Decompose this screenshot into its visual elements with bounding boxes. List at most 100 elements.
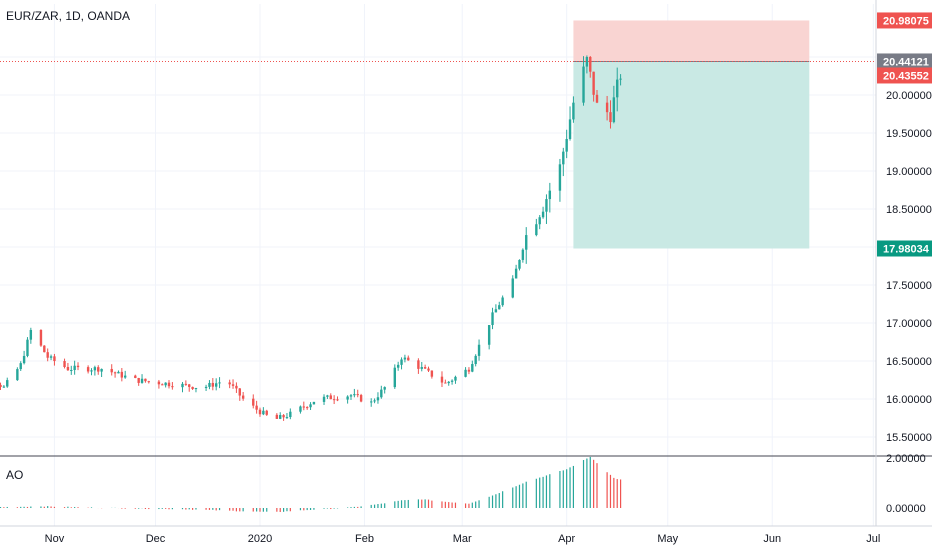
ao-tick-label: 0.00000	[886, 503, 926, 515]
candle-body	[0, 384, 2, 387]
candle-body	[164, 382, 167, 386]
candle-body	[231, 384, 235, 386]
candle-body	[582, 66, 585, 103]
candle-body	[541, 211, 545, 218]
candle-body	[440, 376, 444, 383]
candle-body	[616, 79, 619, 98]
candle-body	[535, 224, 538, 236]
candle-body	[275, 414, 279, 419]
candle-body	[380, 389, 383, 398]
candle-body	[525, 235, 528, 250]
ao-tick-label: 2.00000	[886, 453, 926, 465]
candle-body	[346, 396, 349, 400]
candle-body	[241, 395, 245, 399]
candle-body	[76, 365, 80, 368]
candles	[0, 55, 622, 421]
candle-body	[309, 404, 312, 408]
candle-body	[218, 382, 221, 384]
price-label-target: 17.98034	[883, 243, 930, 255]
candle-body	[612, 97, 616, 123]
candle-body	[417, 360, 420, 369]
price-label-last: 20.44121	[883, 56, 929, 68]
price-axis-area	[876, 0, 932, 550]
candle-body	[447, 381, 450, 384]
candle-body	[305, 407, 309, 409]
candle-body	[396, 364, 400, 368]
candle-body	[619, 78, 622, 80]
candle-body	[214, 383, 218, 387]
candle-body	[498, 305, 501, 310]
price-tick-label: 17.00000	[886, 318, 932, 330]
chart-title: EUR/ZAR, 1D, OANDA	[6, 9, 131, 23]
candle-body	[585, 56, 589, 67]
stop-loss-zone	[573, 20, 810, 62]
candle-body	[609, 112, 612, 123]
candle-body	[90, 370, 93, 372]
price-label-stop: 20.98075	[883, 15, 929, 27]
candle-body	[93, 367, 97, 371]
candle-body	[124, 375, 127, 378]
candle-body	[73, 365, 76, 370]
candle-body	[521, 249, 525, 260]
price-label-box	[877, 240, 932, 257]
price-tick-label: 15.50000	[886, 432, 932, 444]
candle-body	[565, 138, 568, 152]
candle-body	[265, 410, 268, 415]
candle-body	[383, 387, 386, 390]
candle-body	[511, 278, 514, 298]
candle-body	[19, 363, 22, 370]
candle-body	[157, 381, 161, 385]
price-tick-label: 18.50000	[886, 204, 932, 216]
candle-body	[29, 329, 33, 340]
candle-body	[258, 409, 262, 415]
indicator-title: AO	[6, 468, 24, 482]
candle-body	[279, 415, 282, 419]
time-tick-label: Feb	[355, 533, 374, 545]
candle-body	[97, 367, 100, 372]
price-label-box	[877, 67, 932, 84]
candle-body	[444, 382, 447, 384]
price-tick-label: 17.50000	[886, 280, 932, 292]
candle-body	[134, 375, 137, 378]
candle-body	[407, 357, 410, 361]
time-tick-label: Jul	[866, 533, 880, 545]
candle-body	[322, 396, 326, 402]
candle-body	[46, 352, 49, 358]
candle-body	[208, 382, 211, 387]
candle-body	[255, 405, 258, 410]
candle-body	[147, 381, 150, 383]
candle-body	[393, 367, 396, 388]
candle-body	[562, 151, 565, 165]
candle-body	[39, 329, 43, 346]
candle-body	[86, 367, 90, 372]
candle-body	[204, 386, 208, 389]
price-label-box	[877, 12, 932, 29]
ao-bars	[0, 456, 622, 513]
candle-body	[2, 386, 6, 388]
candle-body	[353, 394, 356, 396]
candle-body	[167, 382, 171, 387]
candle-body	[430, 370, 434, 377]
candle-body	[370, 401, 373, 403]
candle-body	[373, 400, 376, 402]
time-tick-label: Mar	[453, 533, 472, 545]
candle-body	[110, 368, 113, 373]
time-tick-label: Apr	[558, 533, 575, 545]
price-label-box	[877, 53, 932, 70]
candle-body	[471, 364, 474, 372]
candle-body	[312, 401, 316, 405]
candle-body	[238, 388, 241, 396]
candle-body	[487, 325, 491, 345]
candle-body	[467, 369, 471, 372]
candle-body	[49, 356, 53, 358]
candle-body	[349, 395, 353, 397]
price-tick-label: 19.50000	[886, 128, 932, 140]
candle-body	[518, 259, 521, 269]
time-tick-label: 2020	[248, 533, 272, 545]
candle-body	[589, 56, 592, 72]
candle-body	[558, 164, 562, 191]
candle-body	[140, 378, 144, 383]
candle-body	[538, 217, 541, 225]
candle-body	[53, 356, 56, 362]
